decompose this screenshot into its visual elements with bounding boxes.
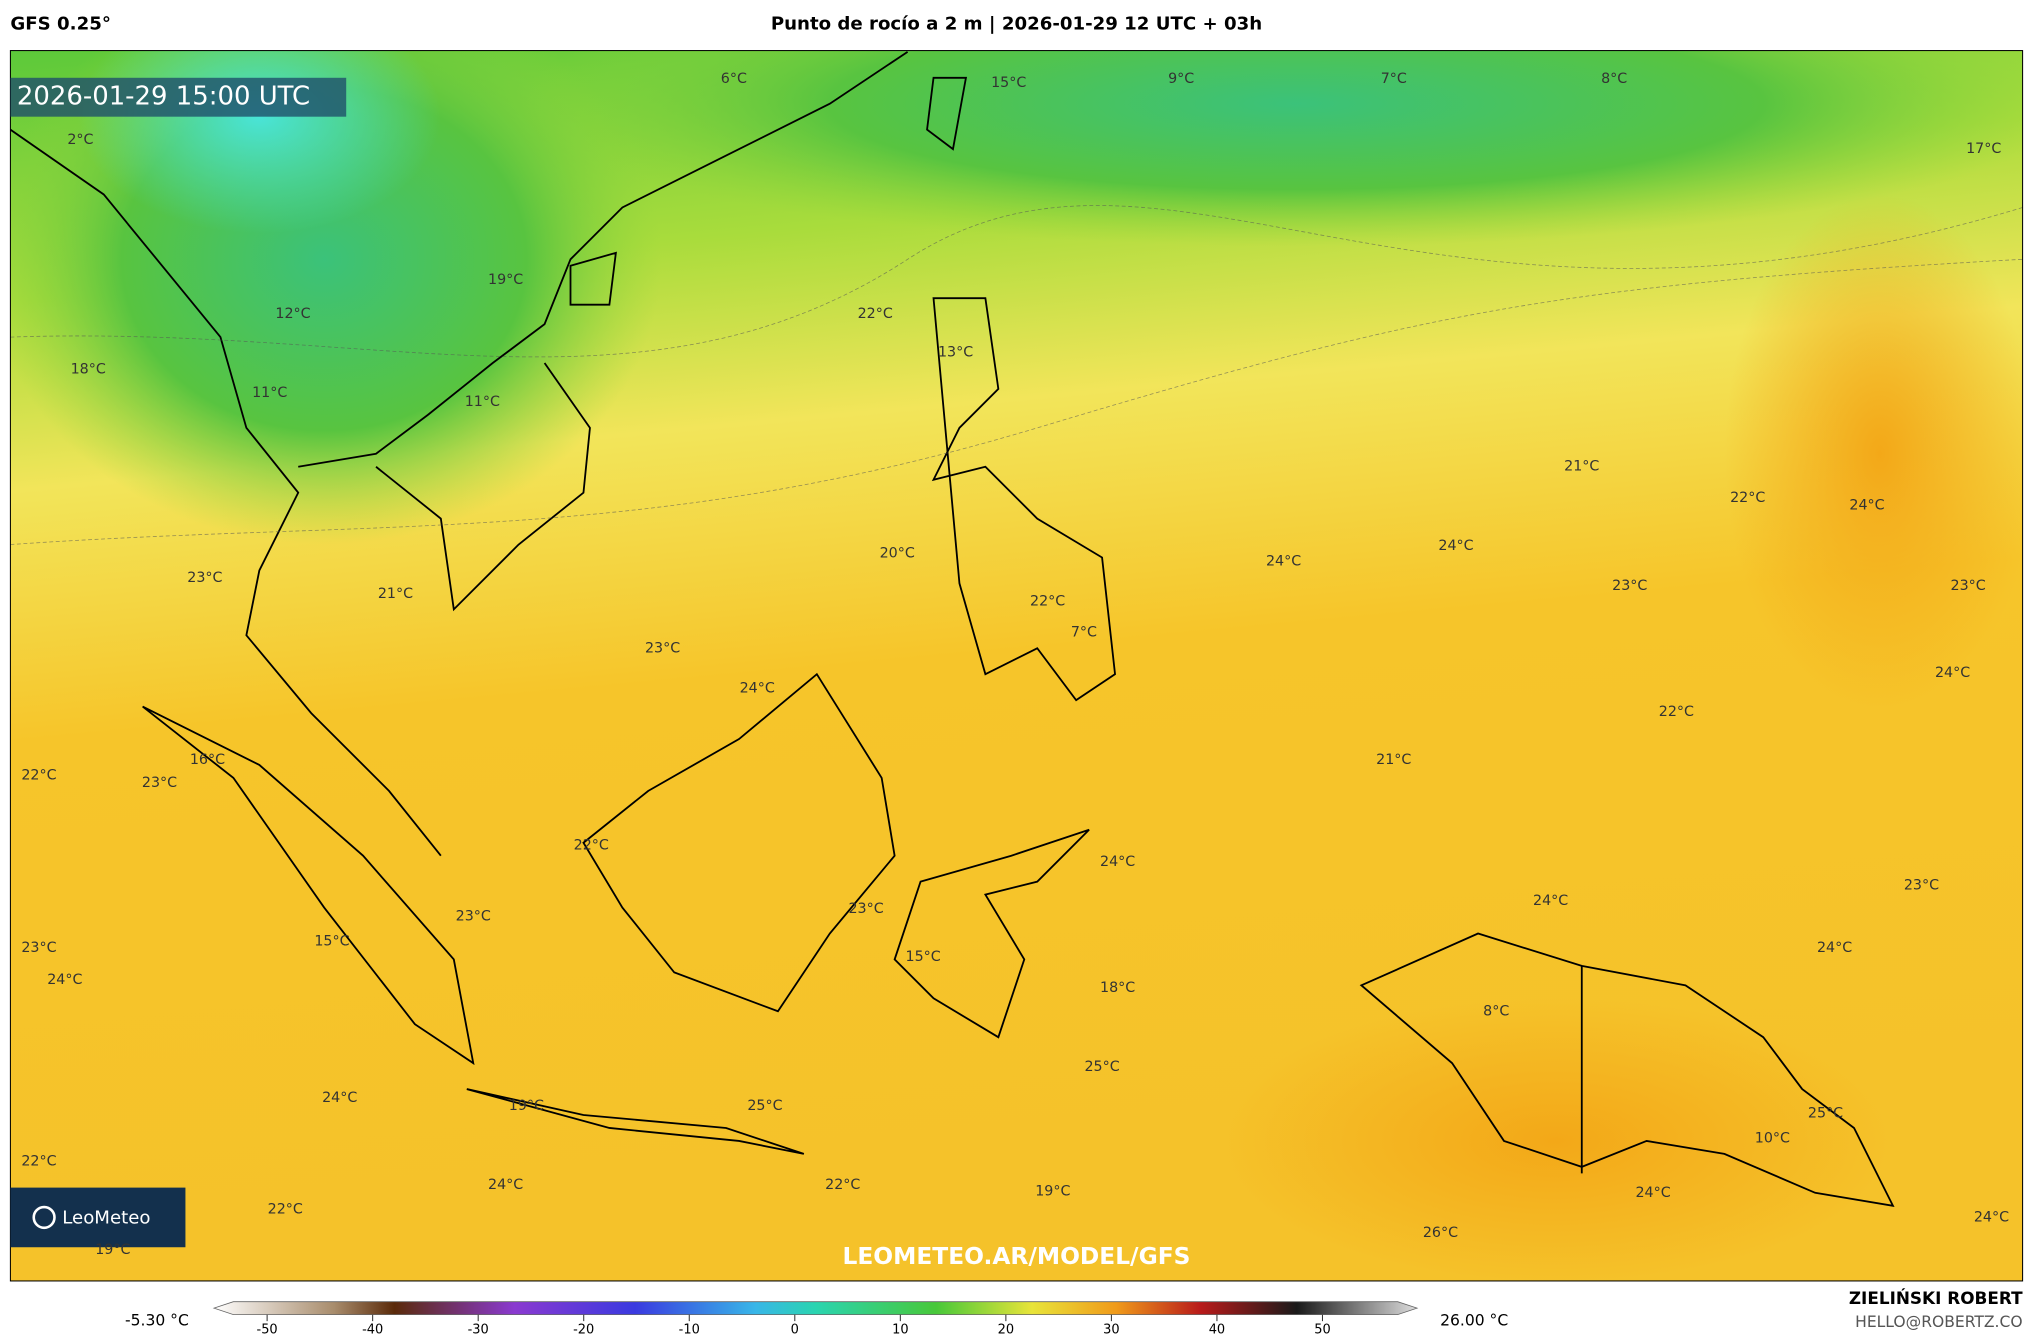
colorbar-tick-label: -50 — [257, 1323, 278, 1338]
colorbar-tick-label: -40 — [362, 1323, 383, 1338]
temp-label: 22°C — [574, 837, 609, 853]
temp-label: 22°C — [1030, 594, 1065, 610]
temp-label: 22°C — [1730, 490, 1765, 506]
temp-label: 23°C — [1951, 578, 1986, 594]
temp-label: 24°C — [1438, 538, 1473, 554]
temp-label: 22°C — [21, 1154, 56, 1170]
temp-label: 25°C — [1084, 1059, 1119, 1075]
temp-label: 19°C — [95, 1242, 130, 1258]
temp-label: 15°C — [991, 75, 1026, 91]
temp-label: 24°C — [1817, 940, 1852, 956]
temp-label: 19°C — [488, 272, 523, 288]
logo: LeoMeteo — [62, 1208, 150, 1229]
temp-label: 23°C — [1612, 578, 1647, 594]
temp-label: 11°C — [252, 385, 287, 401]
temp-label: 10°C — [1755, 1130, 1790, 1146]
temp-label: 23°C — [645, 640, 680, 656]
temp-label: 24°C — [488, 1177, 523, 1193]
temp-label: 8°C — [1483, 1003, 1509, 1019]
temp-label: 9°C — [1168, 71, 1194, 87]
temp-label: 23°C — [187, 570, 222, 586]
temp-label: 7°C — [1071, 625, 1097, 641]
temp-label: 6°C — [721, 71, 747, 87]
temp-label: 24°C — [1533, 893, 1568, 909]
temp-label: 22°C — [1659, 704, 1694, 720]
watermark: LEOMETEO.AR/MODEL/GFS — [843, 1242, 1191, 1270]
timestamp-box — [10, 77, 347, 117]
colorbar-tick-label: 0 — [791, 1323, 799, 1338]
temp-label: 21°C — [1564, 459, 1599, 475]
temp-label: 7°C — [1381, 71, 1407, 87]
model-name: GFS 0.25° — [10, 14, 111, 35]
temp-label: 15°C — [314, 933, 349, 949]
temp-label: 18°C — [1100, 980, 1135, 996]
temp-label: 23°C — [848, 901, 883, 917]
temp-label: 24°C — [1974, 1209, 2009, 1225]
colorbar-tick-label: -30 — [468, 1323, 489, 1338]
temp-label: 24°C — [1635, 1185, 1670, 1201]
temp-label: 22°C — [21, 767, 56, 783]
author: ZIELIŃSKI ROBERT — [1849, 1287, 2023, 1308]
temp-label: 25°C — [1808, 1106, 1843, 1122]
temp-label: 12°C — [275, 306, 310, 322]
temp-label: 19°C — [1035, 1183, 1070, 1199]
logo-box — [10, 1187, 186, 1248]
temp-label: 20°C — [880, 546, 915, 562]
colorbar-tick-label: 50 — [1314, 1323, 1330, 1338]
colorbar-tick-label: 20 — [998, 1323, 1014, 1338]
temp-label: 24°C — [1935, 665, 1970, 681]
temp-label: 23°C — [21, 940, 56, 956]
temp-label: 19°C — [509, 1098, 544, 1114]
temp-label: 26°C — [1423, 1225, 1458, 1241]
temp-label: 22°C — [268, 1202, 303, 1218]
temp-label: 24°C — [47, 972, 82, 988]
temp-label: 24°C — [1100, 854, 1135, 870]
temp-label: 11°C — [465, 394, 500, 410]
temp-label: 21°C — [1376, 752, 1411, 768]
temp-label: 23°C — [1904, 878, 1939, 894]
colorbar-tick-label: 10 — [892, 1323, 908, 1338]
temp-label: 23°C — [456, 909, 491, 925]
colorbar — [212, 1301, 1419, 1316]
temp-label: 13°C — [938, 345, 973, 361]
colorbar-min: -5.30 °C — [125, 1312, 189, 1330]
email: HELLO@ROBERTZ.CO — [1855, 1313, 2022, 1331]
temp-label: 24°C — [740, 680, 775, 696]
temp-label: 25°C — [747, 1098, 782, 1114]
timestamp: 2026-01-29 15:00 UTC — [17, 82, 310, 112]
colorbar-tick-label: 40 — [1209, 1323, 1225, 1338]
colorbar-tick-label: 30 — [1103, 1323, 1119, 1338]
colorbar-max: 26.00 °C — [1440, 1312, 1508, 1330]
colorbar-tick-label: -20 — [573, 1323, 594, 1338]
temp-label: 2°C — [67, 132, 93, 148]
temp-label: 21°C — [378, 586, 413, 602]
temp-label: 15°C — [906, 949, 941, 965]
temp-label: 23°C — [142, 775, 177, 791]
temp-label: 17°C — [1966, 141, 2001, 157]
map — [10, 50, 2023, 1281]
temp-label: 22°C — [825, 1177, 860, 1193]
colorbar-tick-label: -10 — [679, 1323, 700, 1338]
temp-label: 8°C — [1601, 71, 1627, 87]
map-title: Punto de rocío a 2 m | 2026-01-29 12 UTC… — [771, 14, 1262, 35]
temp-label: 24°C — [1266, 553, 1301, 569]
temp-label: 22°C — [858, 306, 893, 322]
temp-label: 24°C — [322, 1090, 357, 1106]
temp-label: 16°C — [190, 752, 225, 768]
temp-label: 24°C — [1849, 498, 1884, 514]
temp-label: 18°C — [71, 362, 106, 378]
